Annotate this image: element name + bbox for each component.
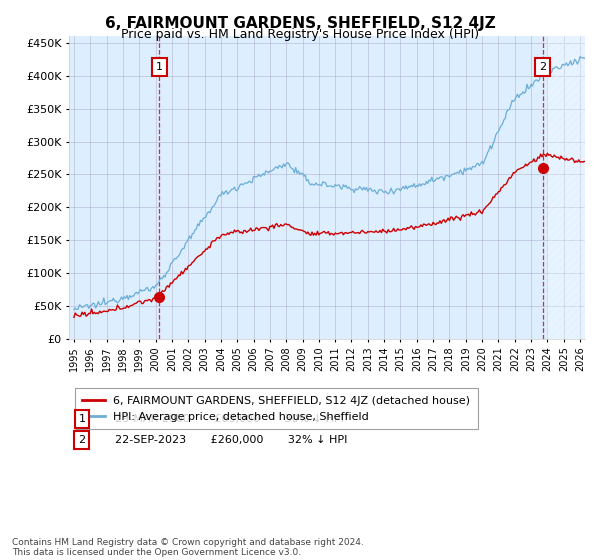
Text: Contains HM Land Registry data © Crown copyright and database right 2024.
This d: Contains HM Land Registry data © Crown c… [12,538,364,557]
Text: 6, FAIRMOUNT GARDENS, SHEFFIELD, S12 4JZ: 6, FAIRMOUNT GARDENS, SHEFFIELD, S12 4JZ [104,16,496,31]
Text: 1: 1 [156,62,163,72]
Legend: 6, FAIRMOUNT GARDENS, SHEFFIELD, S12 4JZ (detached house), HPI: Average price, d: 6, FAIRMOUNT GARDENS, SHEFFIELD, S12 4JZ… [74,388,478,430]
Text: 2: 2 [539,62,547,72]
Text: 2: 2 [79,435,85,445]
Text: 1: 1 [79,414,85,424]
Text: 29-MAR-2000       £63,000       30% ↓ HPI: 29-MAR-2000 £63,000 30% ↓ HPI [115,414,344,424]
Bar [547,36,585,339]
Text: 22-SEP-2023       £260,000       32% ↓ HPI: 22-SEP-2023 £260,000 32% ↓ HPI [115,435,348,445]
Text: Price paid vs. HM Land Registry's House Price Index (HPI): Price paid vs. HM Land Registry's House … [121,28,479,41]
